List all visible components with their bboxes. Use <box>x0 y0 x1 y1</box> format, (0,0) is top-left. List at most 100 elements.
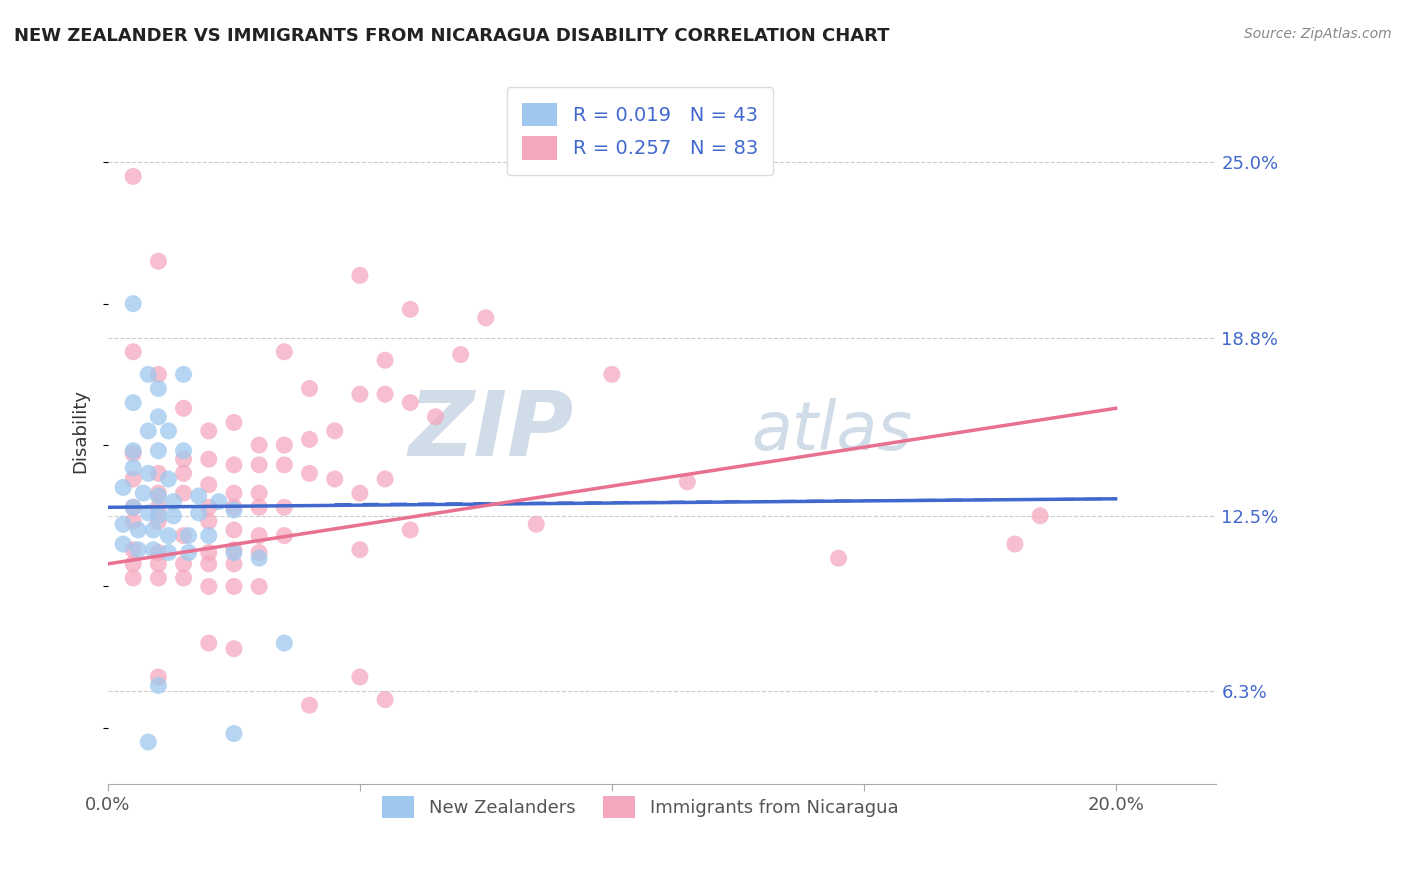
Text: NEW ZEALANDER VS IMMIGRANTS FROM NICARAGUA DISABILITY CORRELATION CHART: NEW ZEALANDER VS IMMIGRANTS FROM NICARAG… <box>14 27 890 45</box>
Point <box>247 545 270 559</box>
Text: Source: ZipAtlas.com: Source: ZipAtlas.com <box>1244 27 1392 41</box>
Point <box>475 310 498 325</box>
Point <box>298 698 321 713</box>
Y-axis label: Disability: Disability <box>72 389 89 473</box>
Point <box>157 424 180 438</box>
Point <box>187 506 209 520</box>
Point <box>122 344 145 359</box>
Point <box>136 467 159 481</box>
Point <box>122 395 145 409</box>
Point <box>374 692 396 706</box>
Point <box>349 670 371 684</box>
Point <box>222 500 245 515</box>
Point <box>122 460 145 475</box>
Point <box>524 517 547 532</box>
Point <box>374 353 396 368</box>
Point <box>148 508 170 523</box>
Point <box>177 545 200 559</box>
Point <box>122 515 145 529</box>
Point <box>247 500 270 515</box>
Point <box>148 467 170 481</box>
Point <box>349 486 371 500</box>
Point <box>148 254 170 268</box>
Point <box>112 481 135 495</box>
Point <box>148 670 170 684</box>
Point <box>298 433 321 447</box>
Point <box>122 571 145 585</box>
Point <box>148 486 170 500</box>
Text: atlas: atlas <box>751 398 912 464</box>
Point <box>222 542 245 557</box>
Point <box>122 500 145 515</box>
Point <box>247 579 270 593</box>
Point <box>127 523 149 537</box>
Point <box>273 636 295 650</box>
Point <box>197 452 219 467</box>
Point <box>273 500 295 515</box>
Point <box>122 446 145 460</box>
Point <box>1004 537 1026 551</box>
Point <box>222 545 245 559</box>
Point <box>349 387 371 401</box>
Point <box>173 467 195 481</box>
Point <box>827 551 849 566</box>
Point <box>142 542 165 557</box>
Point <box>148 557 170 571</box>
Point <box>173 571 195 585</box>
Point <box>122 500 145 515</box>
Point <box>173 557 195 571</box>
Point <box>399 395 422 409</box>
Point <box>222 641 245 656</box>
Point <box>273 458 295 472</box>
Point <box>323 472 346 486</box>
Point <box>148 515 170 529</box>
Point <box>247 438 270 452</box>
Point <box>374 387 396 401</box>
Point <box>127 542 149 557</box>
Point <box>142 523 165 537</box>
Point <box>197 557 219 571</box>
Point <box>273 438 295 452</box>
Point <box>112 537 135 551</box>
Point <box>247 486 270 500</box>
Point <box>136 735 159 749</box>
Point <box>450 348 472 362</box>
Point <box>222 557 245 571</box>
Point <box>208 494 231 508</box>
Point <box>1029 508 1052 523</box>
Point <box>122 443 145 458</box>
Legend: New Zealanders, Immigrants from Nicaragua: New Zealanders, Immigrants from Nicaragu… <box>374 789 905 825</box>
Point <box>173 401 195 416</box>
Point <box>136 424 159 438</box>
Point <box>273 528 295 542</box>
Point <box>197 477 219 491</box>
Text: ZIP: ZIP <box>408 387 574 475</box>
Point <box>374 472 396 486</box>
Point <box>173 452 195 467</box>
Point <box>197 579 219 593</box>
Point <box>132 486 155 500</box>
Point <box>273 344 295 359</box>
Point <box>399 523 422 537</box>
Point <box>222 416 245 430</box>
Point <box>148 678 170 692</box>
Point <box>425 409 447 424</box>
Point <box>197 424 219 438</box>
Point <box>197 515 219 529</box>
Point <box>222 458 245 472</box>
Point <box>600 368 623 382</box>
Point <box>157 545 180 559</box>
Point <box>148 382 170 396</box>
Point <box>122 557 145 571</box>
Point <box>349 542 371 557</box>
Point <box>197 545 219 559</box>
Point <box>122 542 145 557</box>
Point <box>148 368 170 382</box>
Point <box>298 382 321 396</box>
Point <box>148 545 170 559</box>
Point <box>122 169 145 184</box>
Point <box>197 500 219 515</box>
Point <box>676 475 699 489</box>
Point <box>162 508 184 523</box>
Point <box>136 368 159 382</box>
